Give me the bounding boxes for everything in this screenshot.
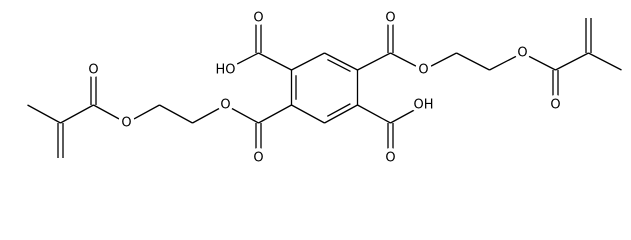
bond-line [555, 52, 589, 71]
bond-line [390, 104, 424, 124]
bond-line [588, 52, 622, 71]
bond-line [357, 52, 391, 71]
bond-line [489, 52, 523, 71]
bond-line [326, 103, 351, 117]
bond-line [27, 104, 61, 124]
atom-label: O [517, 46, 527, 61]
bond-line [159, 104, 193, 124]
bond-line [390, 52, 424, 71]
bond-line [126, 104, 160, 124]
atom-label: O [385, 11, 395, 26]
bond-line [291, 52, 325, 71]
atom-label: O [385, 151, 395, 166]
atom-label: O [88, 63, 98, 78]
bond-line [225, 52, 259, 71]
bond-line [60, 104, 94, 124]
bond-line [423, 52, 457, 71]
bond-line [93, 104, 127, 124]
bond-line [225, 104, 259, 124]
bond-line [357, 104, 391, 124]
bonds [27, 18, 622, 158]
bond-line [192, 104, 226, 124]
bond-line [324, 52, 358, 71]
bond-line [291, 104, 325, 124]
atom-label: O [220, 98, 230, 113]
bond-line [327, 58, 351, 73]
bond-line [258, 52, 292, 71]
bond-line [456, 52, 490, 71]
atom-label: O [253, 151, 263, 166]
atom-label: O [121, 116, 131, 131]
bond-line [258, 104, 292, 124]
atom-label: OH [413, 98, 433, 113]
atom-label: O [253, 11, 263, 26]
atom-label: O [550, 98, 560, 113]
atom-label: HO [215, 63, 235, 78]
bond-line [522, 52, 556, 71]
bond-line [324, 104, 358, 124]
atom-label: O [418, 63, 428, 78]
